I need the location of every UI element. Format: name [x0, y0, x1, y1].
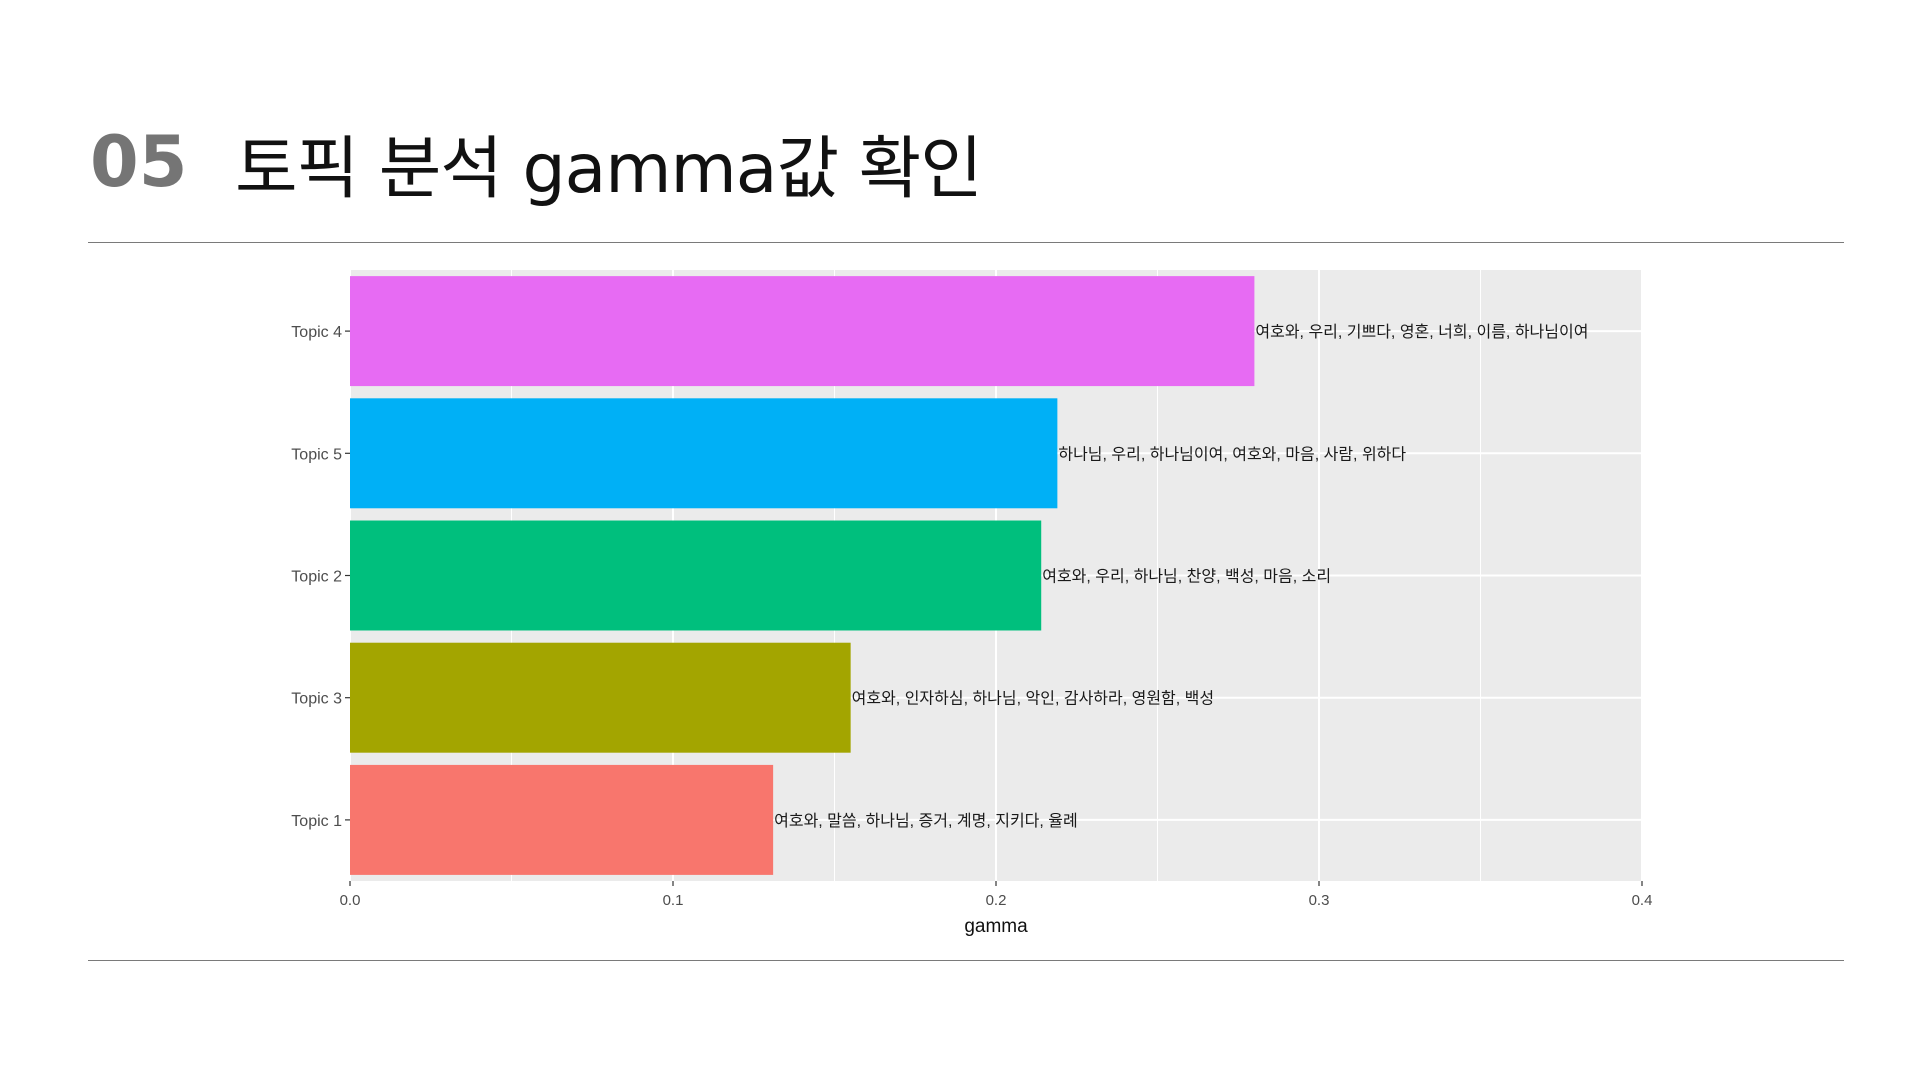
bar-label: 여호와, 인자하심, 하나님, 악인, 감사하라, 영원함, 백성: [852, 690, 1214, 708]
bar-topic-4: [350, 276, 1254, 386]
y-tick-label: Topic 3: [291, 691, 342, 708]
y-tick-label: Topic 2: [291, 569, 342, 586]
bar-label: 여호와, 우리, 기쁘다, 영혼, 너희, 이름, 하나님이여: [1255, 323, 1588, 341]
bar-label: 여호와, 말씀, 하나님, 증거, 계명, 지키다, 율례: [774, 812, 1078, 830]
y-tick-label: Topic 5: [291, 446, 342, 463]
bar-topic-5: [350, 398, 1057, 508]
y-tick-label: Topic 1: [291, 813, 342, 830]
bar-topic-1: [350, 765, 773, 875]
x-tick-label: 0.1: [663, 892, 684, 909]
x-tick-label: 0.0: [340, 892, 361, 909]
x-tick-label: 0.2: [986, 892, 1007, 909]
x-tick-label: 0.3: [1309, 892, 1330, 909]
bar-topic-3: [350, 643, 851, 753]
x-axis-title: gamma: [964, 916, 1028, 937]
bar-label: 여호와, 우리, 하나님, 찬양, 백성, 마음, 소리: [1042, 568, 1331, 586]
bar-label: 하나님, 우리, 하나님이여, 여호와, 마음, 사람, 위하다: [1058, 445, 1406, 463]
x-tick-label: 0.4: [1632, 892, 1653, 909]
y-tick-label: Topic 4: [291, 324, 342, 341]
bar-topic-2: [350, 521, 1041, 631]
